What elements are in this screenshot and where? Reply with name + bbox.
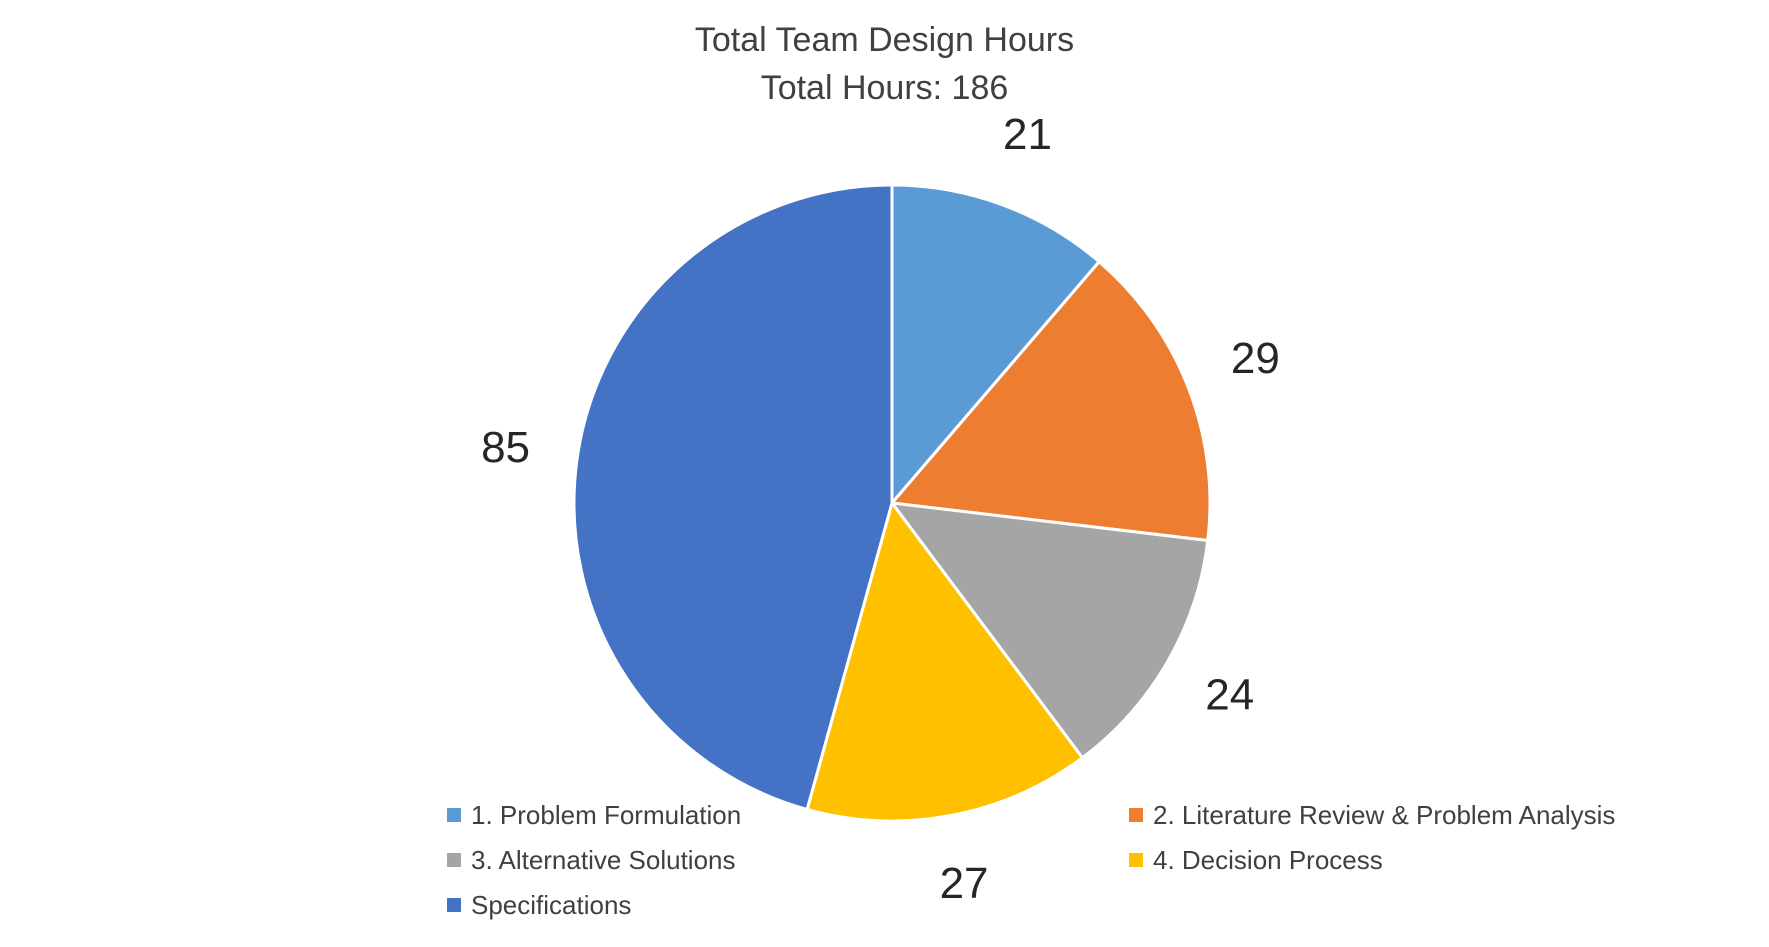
legend-item-2: 2. Literature Review & Problem Analysis	[1129, 799, 1615, 831]
data-label-3: 24	[1205, 671, 1254, 720]
pie-slice-4	[805, 499, 1085, 823]
legend-label: 2. Literature Review & Problem Analysis	[1153, 799, 1616, 830]
pie-slice-3	[888, 501, 1210, 760]
legend-label: 4. Decision Process	[1153, 844, 1383, 875]
legend-label: Specifications	[471, 889, 632, 920]
pie-slice-2	[889, 259, 1212, 543]
legend-label: 3. Alternative Solutions	[471, 844, 736, 875]
data-label-4: 27	[940, 859, 989, 908]
data-label-2: 29	[1231, 334, 1280, 383]
pie-slice-1	[890, 183, 1102, 508]
legend-item-3: 3. Alternative Solutions	[447, 844, 736, 876]
legend-item-4: 4. Decision Process	[1129, 844, 1383, 876]
legend-item-1: 1. Problem Formulation	[447, 799, 741, 831]
chart-subtitle: Total Hours: 186	[760, 69, 1009, 107]
pie-slice-5	[572, 183, 894, 812]
legend-swatch	[447, 898, 461, 912]
pie-slices	[572, 183, 1212, 823]
data-label-5: 85	[481, 423, 530, 472]
pie-data-labels: 21 29 24 27 85	[481, 110, 1280, 908]
legend-swatch	[1129, 853, 1143, 867]
chart-title: Total Team Design Hours	[694, 21, 1075, 59]
data-label-1: 21	[1003, 110, 1052, 159]
legend-label: 1. Problem Formulation	[471, 799, 742, 830]
legend-swatch	[447, 853, 461, 867]
legend-swatch	[1129, 808, 1143, 822]
legend-swatch	[447, 808, 461, 822]
legend-item-5: Specifications	[447, 889, 631, 921]
